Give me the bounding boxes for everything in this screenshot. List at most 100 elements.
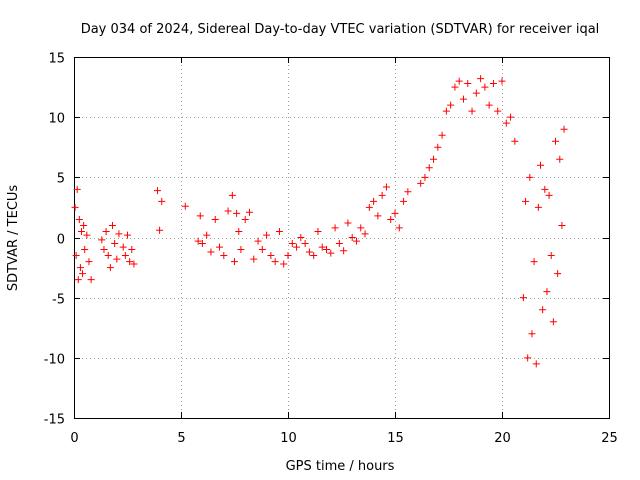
tick-layer	[74, 57, 610, 419]
y-tick-label: 5	[57, 172, 65, 187]
data-point	[102, 227, 110, 235]
data-point	[258, 246, 266, 254]
data-point	[196, 212, 204, 220]
data-point	[158, 197, 166, 205]
data-point	[124, 231, 131, 239]
data-point	[71, 203, 79, 211]
x-axis-label: GPS time / hours	[286, 459, 395, 474]
data-point	[468, 107, 476, 115]
data-point	[442, 107, 450, 115]
data-point	[534, 203, 542, 211]
data-point	[198, 240, 206, 248]
data-point	[76, 264, 84, 272]
data-point	[310, 252, 318, 260]
data-point	[530, 258, 538, 266]
data-point	[128, 246, 136, 254]
data-point	[115, 230, 123, 238]
data-point	[556, 155, 564, 163]
data-point	[417, 179, 425, 187]
data-point	[80, 221, 88, 229]
data-point	[560, 125, 568, 133]
data-point	[109, 221, 117, 229]
data-point	[378, 191, 386, 199]
data-point	[331, 224, 339, 232]
data-point	[111, 240, 119, 248]
data-point	[275, 227, 283, 235]
data-point	[340, 247, 348, 255]
data-point	[494, 107, 502, 115]
data-point	[464, 79, 472, 87]
data-point	[100, 246, 108, 254]
data-point	[288, 240, 296, 248]
data-point	[539, 306, 547, 314]
data-point	[335, 240, 343, 248]
data-point	[552, 137, 559, 145]
data-point	[203, 231, 211, 239]
data-point	[387, 215, 395, 223]
data-point	[502, 119, 510, 127]
data-point	[425, 164, 433, 172]
data-point	[271, 258, 279, 266]
data-point	[241, 215, 249, 223]
data-point	[400, 197, 408, 205]
data-point	[481, 83, 489, 91]
data-point	[211, 215, 219, 223]
data-point	[85, 258, 93, 266]
data-point	[374, 212, 382, 220]
data-point	[489, 79, 497, 87]
data-point	[507, 113, 515, 121]
data-point	[72, 252, 80, 260]
data-point	[220, 252, 228, 260]
y-tick-label: -10	[44, 353, 65, 368]
data-point	[81, 246, 89, 254]
data-point	[459, 95, 467, 103]
data-point	[224, 207, 232, 215]
x-tick-label: 0	[70, 431, 78, 446]
data-point	[323, 246, 331, 254]
data-point	[455, 77, 463, 85]
y-tick-label: 0	[57, 233, 65, 248]
data-point	[194, 237, 202, 245]
y-tick-label: 15	[48, 52, 65, 67]
y-tick-label: 10	[48, 112, 65, 127]
data-point	[237, 246, 245, 254]
data-point	[156, 226, 164, 234]
data-point	[250, 255, 258, 263]
data-point	[207, 248, 215, 256]
data-point	[404, 188, 412, 196]
grid-layer	[74, 57, 609, 418]
data-point	[558, 221, 566, 229]
data-point	[305, 248, 313, 256]
data-point	[365, 203, 373, 211]
x-tick-label: 15	[387, 431, 404, 446]
data-point	[537, 161, 545, 169]
data-point	[348, 234, 356, 241]
data-point	[119, 243, 127, 251]
data-point	[545, 191, 553, 199]
data-point	[75, 215, 83, 223]
data-point	[361, 230, 369, 238]
data-point	[447, 101, 455, 109]
data-point	[74, 276, 82, 284]
data-point	[344, 219, 352, 227]
data-point	[153, 187, 161, 195]
data-point	[477, 75, 485, 83]
data-point	[547, 252, 555, 260]
data-point	[284, 252, 292, 260]
data-point	[549, 318, 557, 326]
data-point	[430, 155, 438, 163]
data-point	[181, 202, 189, 210]
data-point	[528, 330, 536, 338]
data-point	[532, 360, 540, 368]
data-point	[267, 252, 275, 260]
data-point	[318, 243, 326, 251]
data-point	[280, 260, 288, 268]
x-tick-label: 10	[280, 431, 297, 446]
data-point	[434, 143, 442, 151]
data-point	[77, 227, 85, 235]
x-tick-label: 25	[601, 431, 618, 446]
data-point	[524, 354, 532, 362]
data-point	[357, 224, 365, 232]
data-point	[522, 197, 530, 205]
